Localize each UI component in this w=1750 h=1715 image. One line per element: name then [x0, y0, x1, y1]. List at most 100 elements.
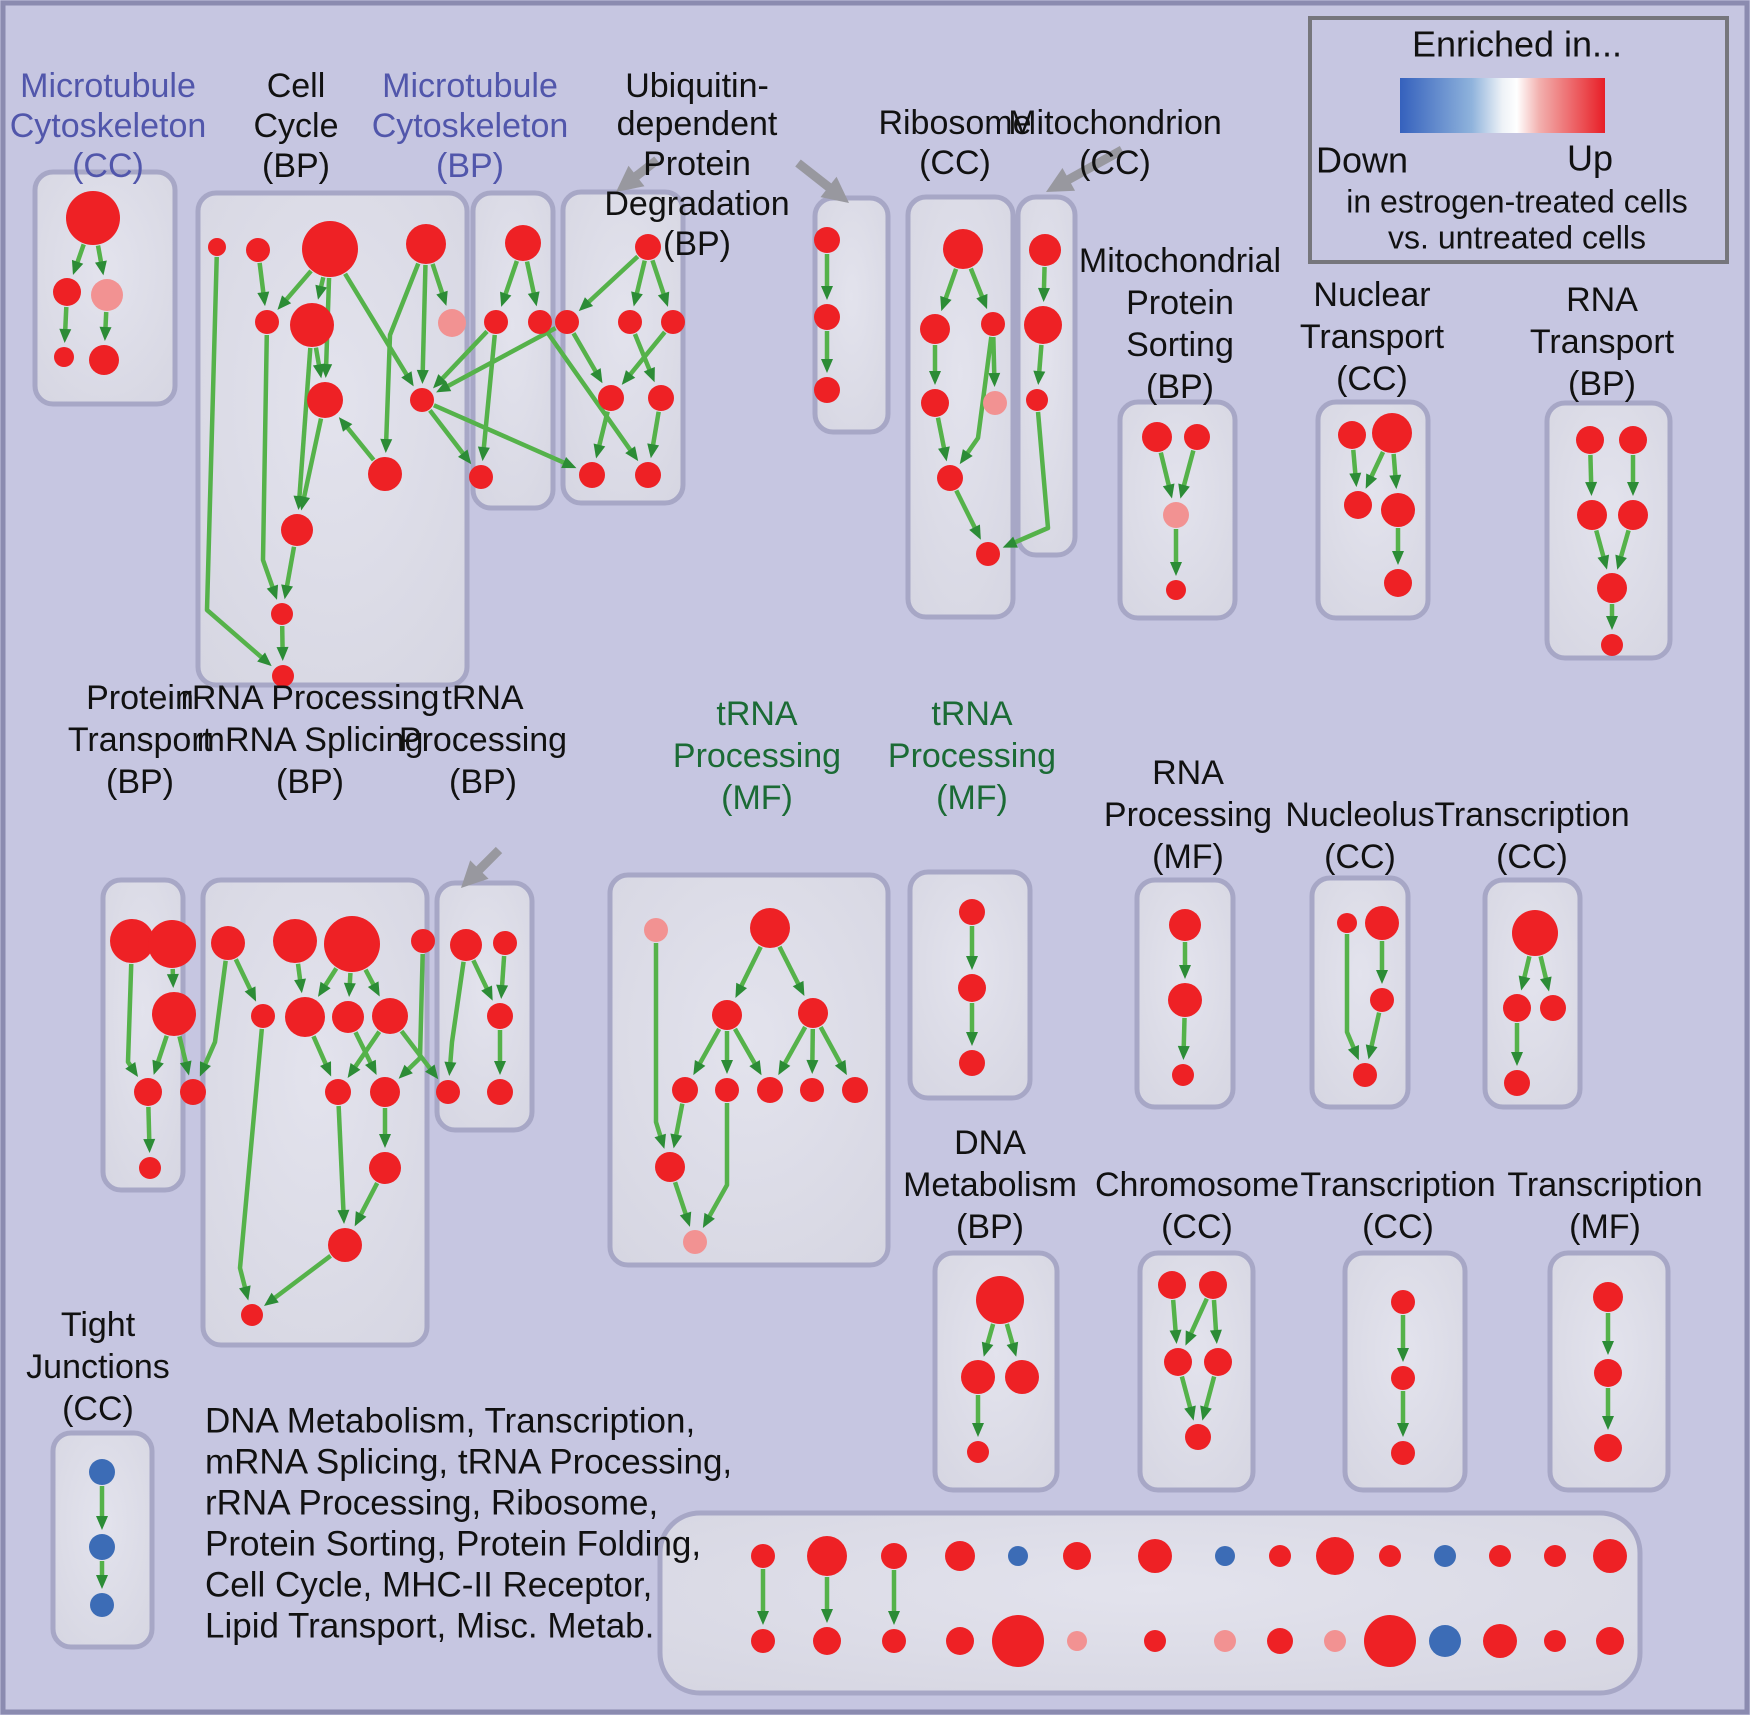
- node-microtubule-cytoskeleton-cc-4: [89, 345, 119, 375]
- edge: [524, 261, 537, 296]
- edge-head: [166, 973, 179, 989]
- node-trna-processing-mf-main-0: [644, 918, 668, 942]
- cluster-label-nucleolus-cc: Nucleolus: [1285, 796, 1434, 834]
- cluster-label-rrna-processing-mrna-splicing-bp: mRNA Splicing: [197, 721, 424, 759]
- edge: [432, 403, 567, 466]
- node-mitochondrial-protein-sorting-bp-2: [1163, 502, 1189, 528]
- cluster-label-trna-processing-bp: Processing: [399, 721, 567, 759]
- node-transcription-cc-mid-0: [1512, 910, 1558, 956]
- edge-head: [281, 584, 294, 600]
- node-protein-transport-bp-2: [152, 992, 196, 1036]
- edge-head: [1615, 554, 1627, 570]
- edge: [1004, 1323, 1016, 1346]
- edge-head: [1169, 1329, 1182, 1345]
- edge: [1012, 411, 1051, 545]
- edge-head: [433, 374, 448, 389]
- cluster-label-dna-metabolism-bp: Metabolism: [903, 1166, 1077, 1204]
- node-chromosome-cc-0: [1158, 1271, 1186, 1299]
- edge: [74, 243, 86, 265]
- edge: [420, 264, 428, 373]
- edge-head: [1037, 287, 1050, 303]
- edge-head: [365, 1059, 377, 1075]
- edge-head: [1365, 473, 1378, 489]
- edge: [782, 1025, 808, 1066]
- edge-head: [988, 372, 1001, 388]
- edge: [545, 331, 634, 453]
- node-trna-processing-mf-main-3: [798, 998, 828, 1028]
- node-tight-junctions-cc-0: [89, 1459, 115, 1485]
- edge: [1158, 452, 1172, 488]
- edge: [295, 963, 303, 982]
- edge: [62, 306, 69, 332]
- node-trna-processing-mf-chain-1: [958, 974, 986, 1002]
- edge: [777, 945, 802, 987]
- edge: [1181, 449, 1196, 488]
- edge-head: [354, 1211, 367, 1227]
- cluster-label-rrna-processing-mrna-splicing-bp: rRNA Processing: [181, 679, 440, 717]
- edge-head: [315, 284, 328, 300]
- node-nucleolus-cc-1: [1365, 906, 1399, 940]
- node-ubiquitin-degradation-bp-main-7: [635, 462, 661, 488]
- annotation-arrow-head: [820, 176, 849, 203]
- node-ubiquitin-degradation-bp-chain-1: [814, 304, 840, 330]
- node-protein-transport-bp-5: [139, 1157, 161, 1179]
- cluster-label-microtubule-cytoskeleton-cc: (CC): [72, 147, 144, 185]
- edge: [146, 1106, 152, 1142]
- node-mitochondrial-protein-sorting-bp-1: [1184, 424, 1210, 450]
- node-rrna-processing-mrna-splicing-bp-6: [332, 1001, 364, 1033]
- cluster-box-ubiquitin-degradation-bp-main: [560, 189, 686, 506]
- node-trna-processing-bp-4: [487, 1079, 513, 1105]
- edge-head: [1397, 1348, 1409, 1362]
- cluster-label-protein-transport-bp: (BP): [106, 763, 174, 801]
- cluster-label-tight-junctions-cc: (CC): [62, 1390, 134, 1428]
- edge-head: [806, 1059, 819, 1075]
- edge: [383, 262, 421, 442]
- edge-head: [679, 1211, 692, 1227]
- edge-head: [379, 1134, 391, 1148]
- cluster-label-ubiquitin-degradation-bp-main: Degradation: [604, 185, 789, 223]
- edge-head: [578, 297, 594, 312]
- node-cell-cycle-bp-4: [255, 310, 279, 334]
- node-protein-transport-bp-3: [134, 1078, 162, 1106]
- node-nuclear-transport-cc-3: [1381, 493, 1415, 527]
- node-ribosome-cc-3: [921, 389, 949, 417]
- edge-head: [1209, 1329, 1222, 1345]
- node-protein-transport-bp-0: [110, 919, 154, 963]
- edge: [596, 411, 610, 448]
- cluster-label-nuclear-transport-cc: Transport: [1300, 318, 1445, 356]
- panel-node-bottom-11: [1429, 1625, 1461, 1657]
- node-microtubule-cytoskeleton-cc-0: [66, 191, 120, 245]
- edge-head: [1606, 616, 1618, 630]
- node-ribosome-cc-2: [981, 312, 1005, 336]
- node-rrna-processing-mrna-splicing-bp-10: [369, 1152, 401, 1184]
- edge: [650, 259, 667, 297]
- caption-line: Lipid Transport, Misc. Metab.: [205, 1606, 654, 1645]
- node-rrna-processing-mrna-splicing-bp-1: [273, 919, 317, 963]
- legend-subtitle-line1: in estrogen-treated cells: [1346, 183, 1688, 219]
- node-nucleolus-cc-0: [1337, 913, 1357, 933]
- cluster-label-transcription-cc-bottom: (CC): [1362, 1208, 1434, 1246]
- edge: [233, 958, 253, 992]
- panel-node-top-6: [1138, 1539, 1172, 1573]
- node-trna-processing-mf-main-9: [655, 1152, 685, 1182]
- cluster-label-microtubule-cytoskeleton-bp: Cytoskeleton: [372, 107, 569, 145]
- caption-line: Protein Sorting, Protein Folding,: [205, 1524, 701, 1563]
- edge: [301, 418, 324, 500]
- node-trna-processing-mf-main-2: [712, 1000, 742, 1030]
- cluster-label-dna-metabolism-bp: DNA: [954, 1124, 1026, 1162]
- edge: [344, 424, 376, 462]
- legend-down-label: Down: [1316, 140, 1408, 181]
- edge-head: [1627, 482, 1639, 496]
- node-transcription-cc-mid-3: [1504, 1070, 1530, 1096]
- edge-head: [834, 1059, 847, 1076]
- cluster-label-cell-cycle-bp: Cell: [267, 67, 326, 105]
- panel-node-top-3: [945, 1541, 975, 1571]
- node-mitochondrial-protein-sorting-bp-0: [1142, 422, 1172, 452]
- edge: [1036, 344, 1044, 374]
- edge-head: [593, 443, 606, 459]
- panel-node-bottom-14: [1596, 1627, 1624, 1655]
- edge-head: [276, 646, 289, 662]
- edge: [968, 267, 985, 299]
- edge-head: [457, 449, 472, 465]
- edge-head: [347, 1063, 361, 1078]
